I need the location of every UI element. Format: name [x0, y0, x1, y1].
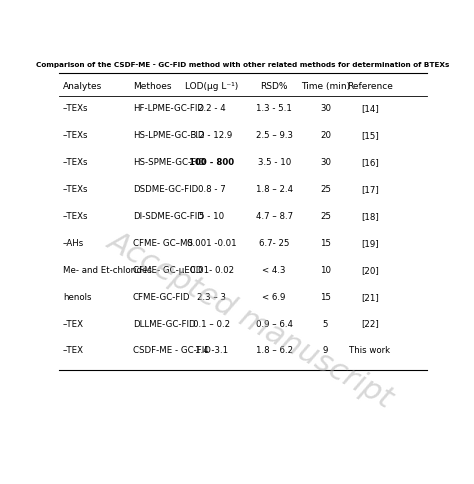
Text: –TEX: –TEX [63, 346, 84, 355]
Text: Reference: Reference [346, 82, 392, 91]
Text: Analytes: Analytes [63, 82, 102, 91]
Text: 30: 30 [320, 104, 331, 113]
Text: –TEXs: –TEXs [63, 104, 89, 113]
Text: 1.4 -3.1: 1.4 -3.1 [195, 346, 228, 355]
Text: CFME- GC-μECD: CFME- GC-μECD [133, 265, 202, 274]
Text: –TEXs: –TEXs [63, 212, 89, 221]
Text: Comparison of the CSDF-ME - GC-FID method with other related methods for determi: Comparison of the CSDF-ME - GC-FID metho… [36, 62, 450, 68]
Text: 0.001 -0.01: 0.001 -0.01 [187, 239, 237, 247]
Text: [15]: [15] [361, 131, 379, 140]
Text: 0.9 – 6.4: 0.9 – 6.4 [255, 319, 292, 328]
Text: HS-SPME-GC-FID: HS-SPME-GC-FID [133, 158, 205, 167]
Text: –TEXs: –TEXs [63, 131, 89, 140]
Text: HF-LPME-GC-FID: HF-LPME-GC-FID [133, 104, 204, 113]
Text: [14]: [14] [361, 104, 379, 113]
Text: 15: 15 [320, 239, 331, 247]
Text: 2.5 – 9.3: 2.5 – 9.3 [255, 131, 292, 140]
Text: 3.5 - 10: 3.5 - 10 [257, 158, 291, 167]
Text: [22]: [22] [361, 319, 379, 328]
Text: Accepted manuscript: Accepted manuscript [102, 226, 398, 412]
Text: DSDME-GC-FID: DSDME-GC-FID [133, 185, 198, 194]
Text: 6.7- 25: 6.7- 25 [259, 239, 290, 247]
Text: –TEXs: –TEXs [63, 185, 89, 194]
Text: 3.2 - 12.9: 3.2 - 12.9 [191, 131, 232, 140]
Text: 0.8 - 7: 0.8 - 7 [198, 185, 226, 194]
Text: Me- and Et-chlorides: Me- and Et-chlorides [63, 265, 152, 274]
Text: 1.8 – 6.2: 1.8 – 6.2 [255, 346, 293, 355]
Text: 100 - 800: 100 - 800 [189, 158, 234, 167]
Text: 5: 5 [323, 319, 328, 328]
Text: This work: This work [349, 346, 390, 355]
Text: –TEXs: –TEXs [63, 158, 89, 167]
Text: 9: 9 [323, 346, 328, 355]
Text: –AHs: –AHs [63, 239, 84, 247]
Text: henols: henols [63, 292, 91, 301]
Text: HS-LPME-GC-FID: HS-LPME-GC-FID [133, 131, 204, 140]
Text: –TEX: –TEX [63, 319, 84, 328]
Text: 25: 25 [320, 212, 331, 221]
Text: 30: 30 [320, 158, 331, 167]
Text: [20]: [20] [361, 265, 379, 274]
Text: 20: 20 [320, 131, 331, 140]
Text: 10: 10 [320, 265, 331, 274]
Text: CFME- GC–MS: CFME- GC–MS [133, 239, 193, 247]
Text: 1.3 - 5.1: 1.3 - 5.1 [256, 104, 292, 113]
Text: < 6.9: < 6.9 [263, 292, 286, 301]
Text: 25: 25 [320, 185, 331, 194]
Text: 15: 15 [320, 292, 331, 301]
Text: 2.2 - 4: 2.2 - 4 [198, 104, 226, 113]
Text: DLLME-GC-FID: DLLME-GC-FID [133, 319, 195, 328]
Text: LOD(μg L⁻¹): LOD(μg L⁻¹) [185, 82, 238, 91]
Text: [17]: [17] [361, 185, 379, 194]
Text: 0.01- 0.02: 0.01- 0.02 [190, 265, 234, 274]
Text: [18]: [18] [361, 212, 379, 221]
Text: [16]: [16] [361, 158, 379, 167]
Text: 1.8 – 2.4: 1.8 – 2.4 [255, 185, 293, 194]
Text: 4.7 – 8.7: 4.7 – 8.7 [255, 212, 293, 221]
Text: Methoes: Methoes [133, 82, 171, 91]
Text: 5 - 10: 5 - 10 [199, 212, 224, 221]
Text: CFME-GC-FID: CFME-GC-FID [133, 292, 190, 301]
Text: 0.1 – 0.2: 0.1 – 0.2 [193, 319, 230, 328]
Text: < 4.3: < 4.3 [263, 265, 286, 274]
Text: [21]: [21] [361, 292, 379, 301]
Text: DI-SDME-GC-FID: DI-SDME-GC-FID [133, 212, 204, 221]
Text: 2.3 – 3: 2.3 – 3 [197, 292, 226, 301]
Text: RSD%: RSD% [260, 82, 288, 91]
Text: Time (min): Time (min) [301, 82, 350, 91]
Text: [19]: [19] [361, 239, 378, 247]
Text: CSDF-ME - GC-FID: CSDF-ME - GC-FID [133, 346, 210, 355]
